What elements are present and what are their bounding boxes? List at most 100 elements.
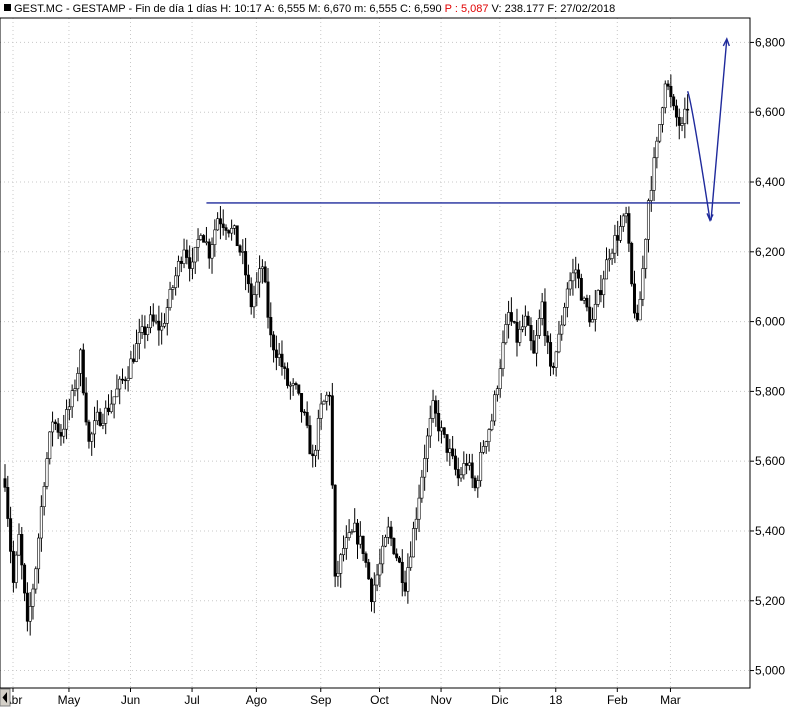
ohlc-body [372, 584, 376, 603]
ohlc-body [196, 239, 200, 248]
ohlc-body [45, 458, 49, 487]
y-tick-label: 6,000 [755, 315, 785, 329]
ohlc-body [652, 157, 656, 191]
ohlc-body [364, 553, 368, 563]
ohlc-body [571, 272, 575, 282]
ohlc-body [535, 335, 539, 354]
ohlc-body [319, 403, 323, 419]
ohlc-body [411, 528, 415, 558]
y-axis: 5,000 5,200 5,400 5,600 5,800 6,000 6,200 6,400… [750, 35, 785, 678]
ohlc-body [210, 244, 214, 259]
ohlc-body [465, 463, 469, 466]
y-tick-label: 5,800 [755, 384, 785, 398]
ohlc-body [269, 317, 273, 336]
ohlc-body [515, 321, 519, 343]
ohlc-body [28, 606, 32, 622]
ohlc-body [487, 429, 491, 442]
ohlc-body [504, 324, 508, 344]
ohlc-body [11, 551, 15, 583]
ohlc-body [25, 592, 29, 622]
ohlc-body [409, 556, 413, 568]
ohlc-body [328, 394, 332, 397]
ohlc-body [48, 431, 52, 459]
ohlc-body [286, 368, 290, 386]
ohlc-body [512, 321, 516, 323]
ohlc-body [263, 266, 267, 283]
ohlc-body [302, 411, 306, 414]
ohlc-body [143, 326, 147, 336]
ohlc-body [160, 325, 164, 331]
ohlc-body [451, 448, 455, 457]
ohlc-body [14, 554, 18, 583]
ohlc-body [330, 395, 334, 486]
ohlc-body [37, 537, 41, 570]
ohlc-body [182, 249, 186, 264]
ohlc-body [39, 506, 43, 539]
chart-grid [0, 18, 750, 688]
ohlc-body [20, 534, 24, 566]
ohlc-body [585, 297, 589, 308]
ohlc-body [674, 105, 678, 118]
ohlc-body [255, 281, 259, 295]
ohlc-body [406, 567, 410, 592]
ohlc-body [146, 327, 150, 336]
header-field: A: 6,555 [262, 3, 305, 15]
ohlc-body [224, 227, 228, 231]
ohlc-body [140, 326, 144, 333]
ohlc-body [227, 230, 231, 234]
x-axis: Abr May Jun Jul Ago Sep Oct Nov Dic 18 Feb Mar [4, 688, 681, 707]
ohlc-body [680, 123, 684, 126]
ohlc-body [42, 486, 46, 508]
ohlc-body [123, 379, 127, 382]
ohlc-body [392, 538, 396, 555]
ohlc-body [526, 315, 530, 326]
ohlc-body [311, 453, 315, 457]
ohlc-body [658, 124, 662, 142]
ohlc-body [31, 588, 35, 607]
ohlc-body [498, 368, 502, 389]
ohlc-body [84, 392, 88, 423]
ohlc-body [185, 249, 189, 258]
ohlc-body [378, 563, 382, 576]
ohlc-body [207, 241, 211, 259]
ohlc-body [266, 281, 270, 318]
ohlc-body [627, 213, 631, 244]
ohlc-body [188, 257, 192, 269]
ohlc-body [683, 108, 687, 124]
ohlc-body [582, 297, 586, 301]
header-bar [0, 0, 806, 17]
ohlc-body [165, 307, 169, 324]
ohlc-body [246, 274, 250, 285]
header-field: m: 6,555 [351, 3, 397, 15]
header-field: V: 238.177 [488, 3, 544, 15]
ohlc-body [568, 280, 572, 290]
ohlc-body [95, 411, 99, 422]
ohlc-body [67, 406, 71, 410]
ohlc-body [107, 407, 111, 412]
ohlc-body [540, 301, 544, 319]
ohlc-body [336, 573, 340, 577]
ohlc-body [249, 283, 253, 308]
y-tick-label: 5,000 [755, 664, 785, 678]
ohlc-body [565, 288, 569, 308]
ohlc-body [121, 378, 125, 381]
ohlc-body [283, 366, 287, 369]
x-tick-label: Jul [184, 693, 199, 707]
ohlc-body [509, 312, 513, 322]
ohlc-body [314, 449, 318, 457]
ohlc-body [53, 421, 57, 424]
ohlc-body [551, 365, 555, 368]
x-tick-label: Feb [607, 693, 628, 707]
y-tick-label: 5,200 [755, 594, 785, 608]
ohlc-body [630, 243, 634, 285]
ohlc-body [115, 388, 119, 398]
ohlc-body [395, 553, 399, 559]
ohlc-body [272, 334, 276, 351]
ohlc-body [543, 301, 547, 337]
x-tick-label: May [58, 693, 81, 707]
y-tick-label: 6,800 [755, 35, 785, 49]
ohlc-body [501, 342, 505, 370]
ohlc-body [529, 325, 533, 342]
ohlc-body [151, 314, 155, 322]
x-tick-label: Nov [430, 693, 451, 707]
